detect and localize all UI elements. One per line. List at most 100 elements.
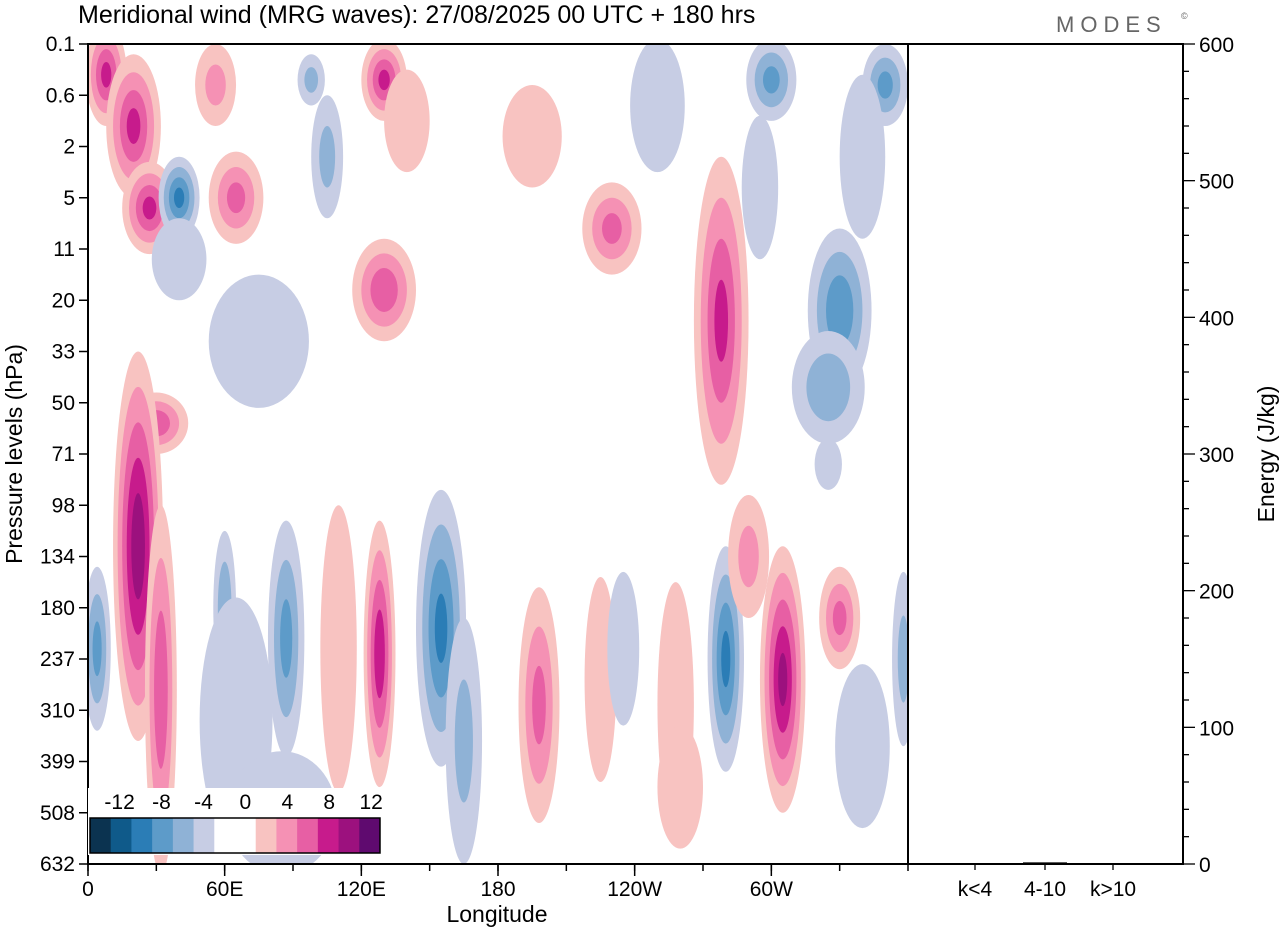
pressure-axis: 0.1 0.6 2 5 11 20 33 50 71 98 134 180 237 310 399 508 63…	[40, 33, 88, 876]
contour-feature	[518, 587, 560, 823]
contour-level	[280, 599, 293, 678]
contour-level	[835, 664, 890, 829]
contour-feature	[363, 520, 396, 788]
x-tick-label: 0	[82, 878, 94, 901]
contour-level	[131, 493, 145, 600]
contour-level	[142, 196, 157, 220]
colorbar-label: 4	[281, 791, 293, 814]
x-tick-label: 60E	[206, 878, 243, 901]
y-tick-label: 50	[52, 392, 75, 415]
contour-feature	[502, 85, 562, 188]
contour-feature	[657, 725, 703, 849]
contour-feature	[630, 44, 685, 173]
contour-level	[378, 69, 390, 91]
contour-level	[101, 61, 112, 88]
brand-copyright-mark: ©	[1181, 11, 1188, 21]
y-tick-label: 11	[53, 238, 75, 261]
colorbar-swatch	[235, 818, 257, 853]
contour-level	[832, 600, 847, 636]
contour-feature	[158, 156, 200, 239]
contour-level	[897, 615, 908, 703]
colorbar-swatch	[214, 818, 236, 853]
contour-level	[839, 74, 886, 239]
energy-bars: k<4 4-10 k>10	[953, 862, 1136, 901]
energy-axis-label: Energy (J/kg)	[1253, 386, 1279, 523]
energy-tick-label: 100	[1199, 717, 1234, 740]
contour-level	[877, 71, 893, 99]
contour-feature	[195, 44, 237, 126]
y-tick-label: 5	[63, 187, 75, 210]
contour-field	[88, 44, 908, 864]
contour-feature	[693, 156, 749, 485]
contour-feature	[741, 115, 779, 260]
energy-category-label: k>10	[1090, 878, 1136, 901]
colorbar-swatch	[172, 818, 195, 853]
contour-level	[173, 187, 185, 208]
colorbar-label: 0	[240, 791, 252, 814]
colorbar-swatch	[276, 818, 298, 853]
energy-tick-label: 300	[1199, 444, 1234, 467]
y-tick-label: 632	[40, 853, 75, 876]
contour-level	[738, 525, 759, 588]
colorbar: -12 -8 -4 0 4 8 12	[88, 788, 383, 855]
contour-level	[657, 725, 703, 849]
contour-feature	[759, 546, 806, 813]
contour-feature	[144, 505, 177, 864]
contour-level	[826, 275, 854, 346]
energy-tick-label: 600	[1199, 34, 1234, 57]
energy-tick-label: 200	[1199, 581, 1234, 604]
contour-feature	[320, 505, 357, 793]
contour-level	[370, 268, 398, 312]
colorbar-swatch	[297, 818, 319, 853]
colorbar-label: 8	[323, 791, 335, 814]
energy-bar	[1023, 862, 1067, 864]
contour-level	[320, 505, 357, 793]
colorbar-label: -8	[152, 791, 171, 814]
contour-level	[630, 44, 685, 173]
contour-level	[208, 274, 309, 408]
y-tick-label: 399	[40, 751, 75, 774]
colorbar-label: 12	[359, 791, 382, 814]
energy-category-label: 4-10	[1024, 878, 1066, 901]
x-axis-label: Longitude	[446, 901, 547, 927]
contour-feature	[892, 571, 908, 747]
x-tick-label: 120E	[337, 878, 386, 901]
energy-axis: 0 100 200 300 400 500 600	[1183, 34, 1234, 877]
colorbar-swatch	[317, 818, 340, 853]
contour-level	[806, 353, 851, 422]
y-tick-label: 2	[63, 136, 75, 159]
contour-feature	[88, 566, 111, 731]
colorbar-swatch	[255, 818, 277, 853]
contour-feature	[746, 44, 797, 121]
contour-feature	[297, 54, 325, 106]
contour-feature	[707, 546, 744, 772]
y-tick-label: 180	[40, 597, 75, 620]
contour-level	[126, 108, 141, 144]
contour-level	[714, 279, 729, 362]
contour-level	[532, 665, 546, 745]
colorbar-frame	[89, 817, 381, 854]
x-tick-label: 60W	[750, 878, 793, 901]
y-axis-label: Pressure levels (hPa)	[1, 344, 27, 564]
y-tick-label: 0.6	[46, 84, 75, 107]
contour-feature	[445, 618, 483, 864]
colorbar-swatch	[359, 818, 381, 853]
contour-feature	[208, 151, 264, 244]
longitude-axis: 0 60E 120E 180 120W 60W	[82, 864, 909, 901]
y-tick-label: 98	[52, 494, 75, 517]
contour-feature	[384, 69, 430, 173]
y-tick-label: 0.1	[46, 33, 75, 56]
y-tick-label: 237	[40, 648, 75, 671]
contour-level	[502, 85, 562, 188]
contour-level	[814, 438, 842, 490]
contour-feature	[208, 274, 309, 408]
colorbar-label: -4	[194, 791, 213, 814]
y-tick-label: 71	[52, 443, 75, 466]
contour-feature	[151, 218, 207, 301]
energy-tick-label: 0	[1199, 854, 1211, 877]
contour-level	[607, 571, 640, 726]
contour-feature	[728, 495, 770, 618]
energy-panel-frame	[907, 43, 1184, 865]
colorbar-swatch	[90, 818, 112, 853]
